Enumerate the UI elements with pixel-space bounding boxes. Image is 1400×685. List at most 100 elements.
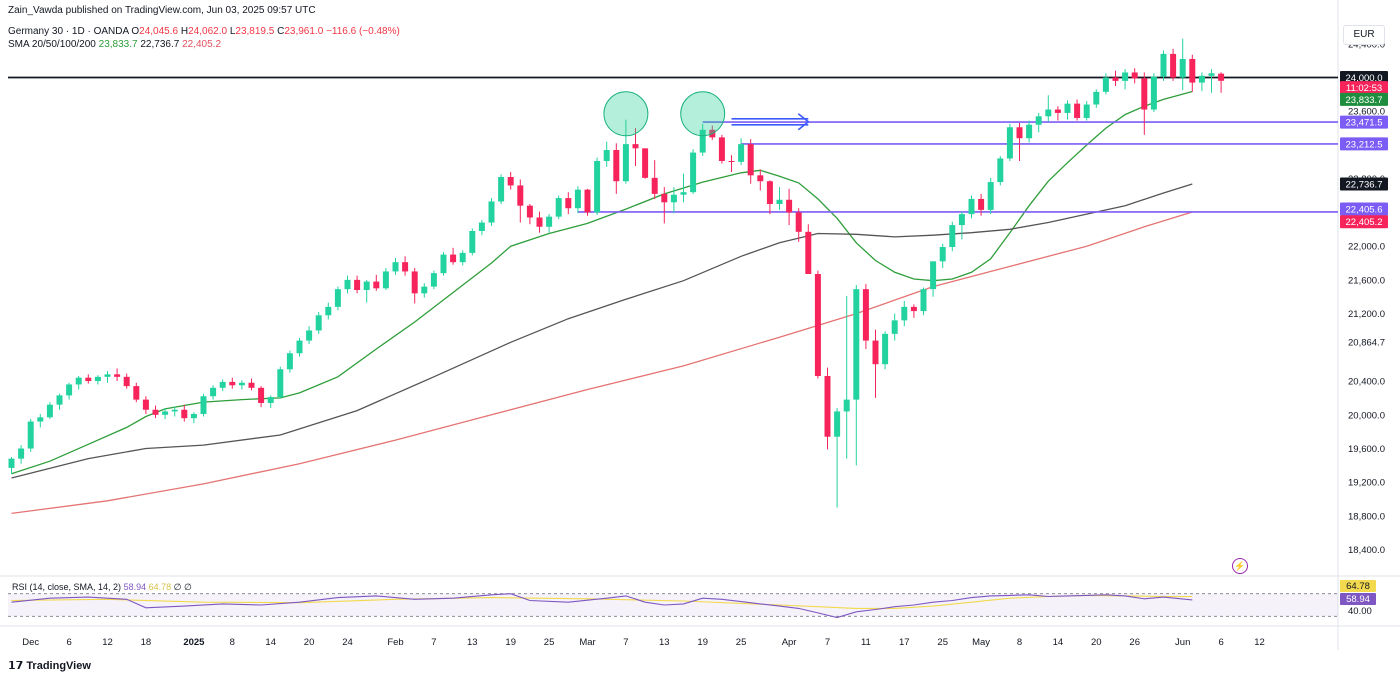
price-tick-label: 19,600.0 xyxy=(1348,444,1385,455)
candle-body xyxy=(910,306,917,312)
high-label: H xyxy=(180,26,189,37)
time-tick-label: 6 xyxy=(1218,637,1223,648)
candle-body xyxy=(1102,77,1109,92)
candle-body xyxy=(747,144,754,176)
tradingview-logo[interactable]: 𝟭𝟳 TradingView xyxy=(8,659,91,672)
price-tick-label: 18,400.0 xyxy=(1348,545,1385,556)
close-value: 23,961.0 xyxy=(284,26,324,37)
candle-body xyxy=(603,150,610,161)
candle-body xyxy=(632,144,639,149)
time-tick-label: Mar xyxy=(579,637,595,648)
time-tick-label: 2025 xyxy=(183,637,205,648)
candle-body xyxy=(824,376,831,437)
candle-body xyxy=(210,387,217,397)
lightning-icon[interactable]: ⚡ xyxy=(1232,558,1248,574)
candle-body xyxy=(258,387,265,403)
rsi-legend: RSI (14, close, SMA, 14, 2) 58.94 64.78 … xyxy=(12,582,192,593)
candle-body xyxy=(555,198,562,217)
published-line: Zain_Vawda published on TradingView.com,… xyxy=(8,5,316,16)
time-tick-label: 7 xyxy=(623,637,628,648)
tv-logo-icon: 𝟭𝟳 xyxy=(8,660,24,672)
candle-body xyxy=(392,262,399,272)
candle-body xyxy=(171,409,178,412)
candle-body xyxy=(85,377,92,382)
change-value: −116.6 (−0.48%) xyxy=(326,26,400,37)
candle-body xyxy=(1035,116,1042,125)
candle-body xyxy=(296,340,303,354)
candle-body xyxy=(325,306,332,316)
low-label: L xyxy=(229,26,236,37)
candle-body xyxy=(853,289,860,400)
price-label-bg xyxy=(1340,92,1388,106)
price-label-bg xyxy=(1340,215,1388,229)
candle-body xyxy=(421,286,428,294)
time-tick-label: 14 xyxy=(1053,637,1064,648)
candle-body xyxy=(37,417,44,422)
sma20-value: 23,833.7 xyxy=(98,39,138,50)
time-tick-label: Feb xyxy=(387,637,403,648)
candle-body xyxy=(843,399,850,412)
symbol-line: Germany 30 · 1D · OANDA O24,045.6 H24,06… xyxy=(8,26,400,37)
candle-body xyxy=(574,189,581,209)
candle-body xyxy=(411,271,418,294)
candle-body xyxy=(834,411,841,437)
rsi-sma-label-bg xyxy=(1340,580,1376,592)
candle-body xyxy=(699,129,706,153)
candle-body xyxy=(219,381,226,388)
candle-body xyxy=(891,320,898,334)
candle-body xyxy=(478,222,485,231)
price-label: 23,833.7 xyxy=(1346,95,1383,106)
price-label-bg xyxy=(1340,115,1388,129)
candle-body xyxy=(440,254,447,274)
candle-body xyxy=(728,160,735,162)
time-tick-label: Jun xyxy=(1175,637,1190,648)
rsi-extra-2: ∅ xyxy=(184,582,192,592)
time-tick-label: 17 xyxy=(899,637,910,648)
candle-body xyxy=(939,246,946,262)
candle-body xyxy=(344,279,351,290)
price-tick-label: 22,000.0 xyxy=(1348,242,1385,253)
price-label: 22,736.7 xyxy=(1346,180,1383,191)
time-tick-label: 12 xyxy=(102,637,113,648)
candle-body xyxy=(1006,127,1013,159)
candle-body xyxy=(690,152,697,193)
candle-body xyxy=(27,421,34,449)
candle-body xyxy=(1208,73,1215,76)
candle-body xyxy=(1093,91,1100,105)
candle-body xyxy=(8,458,15,468)
candle-body xyxy=(526,205,533,218)
candle-body xyxy=(315,315,322,331)
candle-body xyxy=(795,212,802,232)
brand-label: TradingView xyxy=(26,660,91,672)
time-tick-label: 19 xyxy=(505,637,516,648)
time-tick-label: Apr xyxy=(782,637,797,648)
arrow-head xyxy=(797,113,810,131)
candle-body xyxy=(584,189,591,213)
high-value: 24,062.0 xyxy=(188,26,228,37)
candle-body xyxy=(776,199,783,204)
price-tick-label: 21,600.0 xyxy=(1348,275,1385,286)
price-label: 22,405.2 xyxy=(1346,217,1383,228)
candle-body xyxy=(123,376,130,387)
candle-body xyxy=(872,340,879,365)
price-label: 24,000.0 xyxy=(1346,73,1383,84)
candle-body xyxy=(373,281,380,289)
currency-button[interactable]: EUR xyxy=(1343,25,1385,45)
sma50-value: 22,736.7 xyxy=(140,39,180,50)
price-tick-label: 19,200.0 xyxy=(1348,478,1385,489)
sma-legend: SMA 20/50/100/200 23,833.7 22,736.7 22,4… xyxy=(8,39,221,50)
candle-body xyxy=(133,386,140,400)
candle-body xyxy=(738,144,745,162)
price-label-bg xyxy=(1340,71,1388,85)
time-tick-label: 8 xyxy=(1017,637,1022,648)
time-tick-label: 24 xyxy=(342,637,353,648)
candle-body xyxy=(987,182,994,210)
rsi-line xyxy=(11,593,1193,619)
candle-body xyxy=(1150,76,1157,110)
price-label-bg xyxy=(1340,137,1388,151)
price-label: 22,405.6 xyxy=(1346,205,1383,216)
candle-body xyxy=(949,225,956,247)
price-tick-label: 20,864.7 xyxy=(1348,337,1385,348)
